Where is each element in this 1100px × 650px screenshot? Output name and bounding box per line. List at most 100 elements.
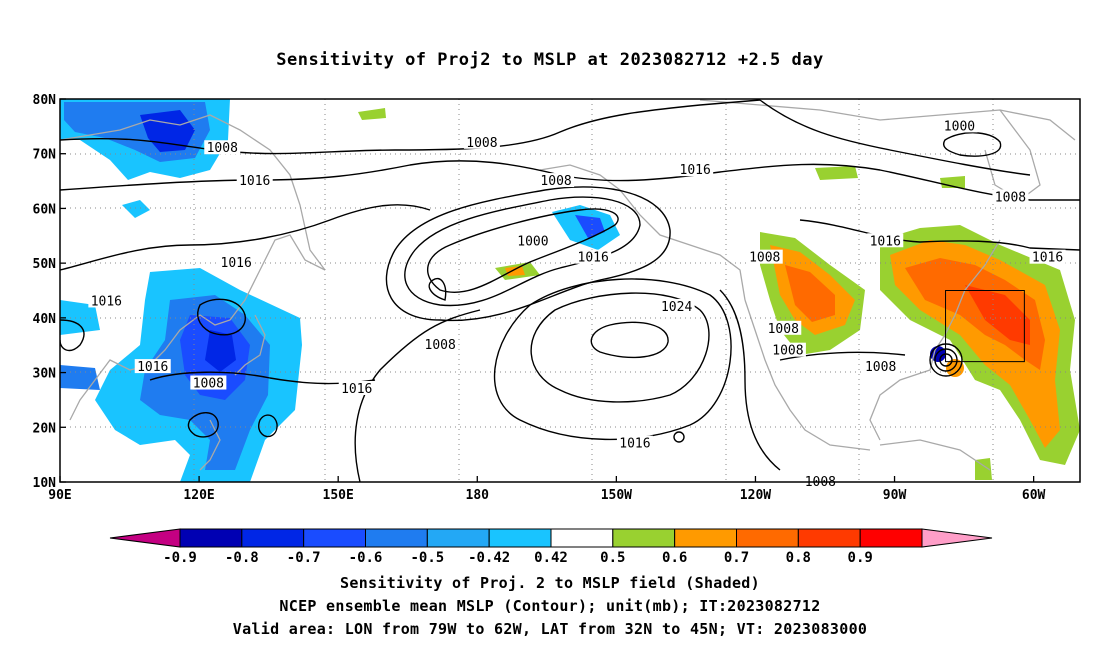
valid-area-box [945, 290, 1025, 363]
coastline-east-america [869, 239, 1001, 441]
positive-sensitivity-patch [358, 108, 386, 120]
contour-label: 1008 [865, 360, 896, 375]
contour-label-bg [422, 337, 459, 352]
colorbar-swatch [179, 528, 243, 548]
contour-label: 1016 [1032, 251, 1063, 266]
contour-line [759, 99, 1031, 176]
contour-label-bg [862, 359, 899, 374]
contour-label: 1016 [341, 382, 372, 397]
contour-line [404, 196, 641, 307]
contour-line [427, 208, 619, 293]
colorbar-tick-label: -0.42 [468, 550, 510, 566]
lat-tick-label: 50N [33, 257, 57, 272]
lon-tick-label: 180 [466, 488, 490, 503]
contour-line [673, 431, 685, 443]
caption-valid-area: Valid area: LON from 79W to 62W, LAT fro… [232, 620, 868, 638]
contour-line [943, 132, 1002, 157]
colorbar-swatch [488, 528, 552, 548]
positive-sensitivity-patch [815, 166, 858, 180]
contour-label: 1016 [578, 251, 609, 266]
colorbar-tick-label: 0.8 [786, 550, 811, 566]
colorbar-swatch [303, 528, 366, 548]
contour-label: 1016 [137, 360, 168, 375]
contour-label: 1008 [749, 251, 780, 266]
contour-label-bg [765, 320, 802, 335]
contour-label-bg [992, 189, 1029, 204]
contour-line [354, 309, 481, 482]
contour-line [60, 204, 431, 271]
contour-line [385, 186, 671, 322]
lon-tick-label: 150E [323, 488, 354, 503]
contour-label-bg [941, 118, 978, 133]
contour-labels: 1008 1008 1008 1000 1016 1016 1008 1000 1016 1016… [88, 118, 1066, 490]
contour-label-bg [677, 162, 714, 177]
positive-sensitivity-patch [505, 266, 525, 276]
colorbar-tick-label: -0.5 [410, 550, 444, 566]
contour-label: 1024 [661, 300, 692, 315]
negative-sensitivity-patch [205, 330, 236, 372]
contour-label-bg [514, 233, 551, 248]
colorbar-extend-low [109, 528, 181, 548]
lon-tick-label: 60W [1022, 488, 1046, 503]
colorbar-tick-label: -0.9 [163, 550, 197, 566]
negative-sensitivity-patch [60, 365, 100, 390]
contour-label: 1016 [680, 163, 711, 178]
positive-sensitivity-patch [965, 285, 1030, 345]
contour-label: 1000 [517, 234, 548, 249]
contour-line [493, 278, 732, 441]
contour-label: 1008 [540, 174, 571, 189]
contour-label-bg [658, 298, 695, 313]
contour-line [530, 292, 710, 403]
contour-label: 1016 [239, 174, 270, 189]
lon-tick-label: 90W [883, 488, 907, 503]
colorbar-swatch [612, 528, 676, 548]
contour-line [590, 321, 669, 359]
contour-label-bg [236, 173, 273, 188]
lat-tick-label: 10N [33, 476, 57, 491]
latitude-axis: 80N 70N 60N 50N 40N 30N 20N 10N [33, 93, 66, 491]
contour-line [779, 351, 906, 361]
contour-label: 1016 [91, 294, 122, 309]
contour-label-bg [616, 435, 653, 450]
coastline-philippines [199, 419, 221, 471]
contour-label: 1000 [944, 119, 975, 134]
chart-title: Sensitivity of Proj2 to MSLP at 20230827… [276, 50, 824, 70]
contour-label: 1008 [772, 344, 803, 359]
colorbar-swatch [736, 528, 799, 548]
caption-shading: Sensitivity of Proj. 2 to MSLP field (Sh… [340, 574, 760, 592]
lat-tick-label: 40N [33, 312, 57, 327]
negative-sensitivity-patch [575, 215, 605, 238]
contour-line [60, 319, 85, 352]
colorbar-extend-high [921, 528, 993, 548]
contour-label-bg [218, 255, 255, 270]
contour-label: 1016 [221, 256, 252, 271]
contour-label-bg [538, 173, 575, 188]
contour-line [257, 414, 278, 438]
lat-tick-label: 20N [33, 421, 57, 436]
contour-label-bg [769, 342, 806, 357]
coastline-japan [234, 314, 266, 376]
lat-tick-label: 60N [33, 202, 57, 217]
colorbar-swatch [426, 528, 490, 548]
lon-tick-label: 150W [601, 488, 632, 503]
contour-label-bg [463, 134, 500, 149]
contour-line [428, 277, 447, 301]
colorbar-swatch [674, 528, 738, 548]
contour-label-bg [134, 359, 171, 374]
colorbar-tick-label: -0.7 [287, 550, 321, 566]
contour-label: 1008 [995, 190, 1026, 205]
lat-tick-label: 30N [33, 367, 57, 382]
gridlines [60, 99, 1080, 482]
contour-line [187, 412, 219, 438]
positive-sensitivity-patch [905, 258, 1045, 370]
longitude-axis: 90E 120E 150E 180 150W 120W 90W 60W [48, 476, 1046, 503]
lon-tick-label: 120E [183, 488, 214, 503]
contour-label-bg [1029, 249, 1066, 264]
negative-sensitivity-patch [122, 200, 150, 218]
coastline-north-america [699, 99, 1076, 141]
contour-label: 1008 [466, 136, 497, 151]
positive-sensitivity-patch [785, 265, 835, 322]
colorbar-tick-label: 0.6 [662, 550, 687, 566]
coastline-caribbean [879, 439, 991, 471]
